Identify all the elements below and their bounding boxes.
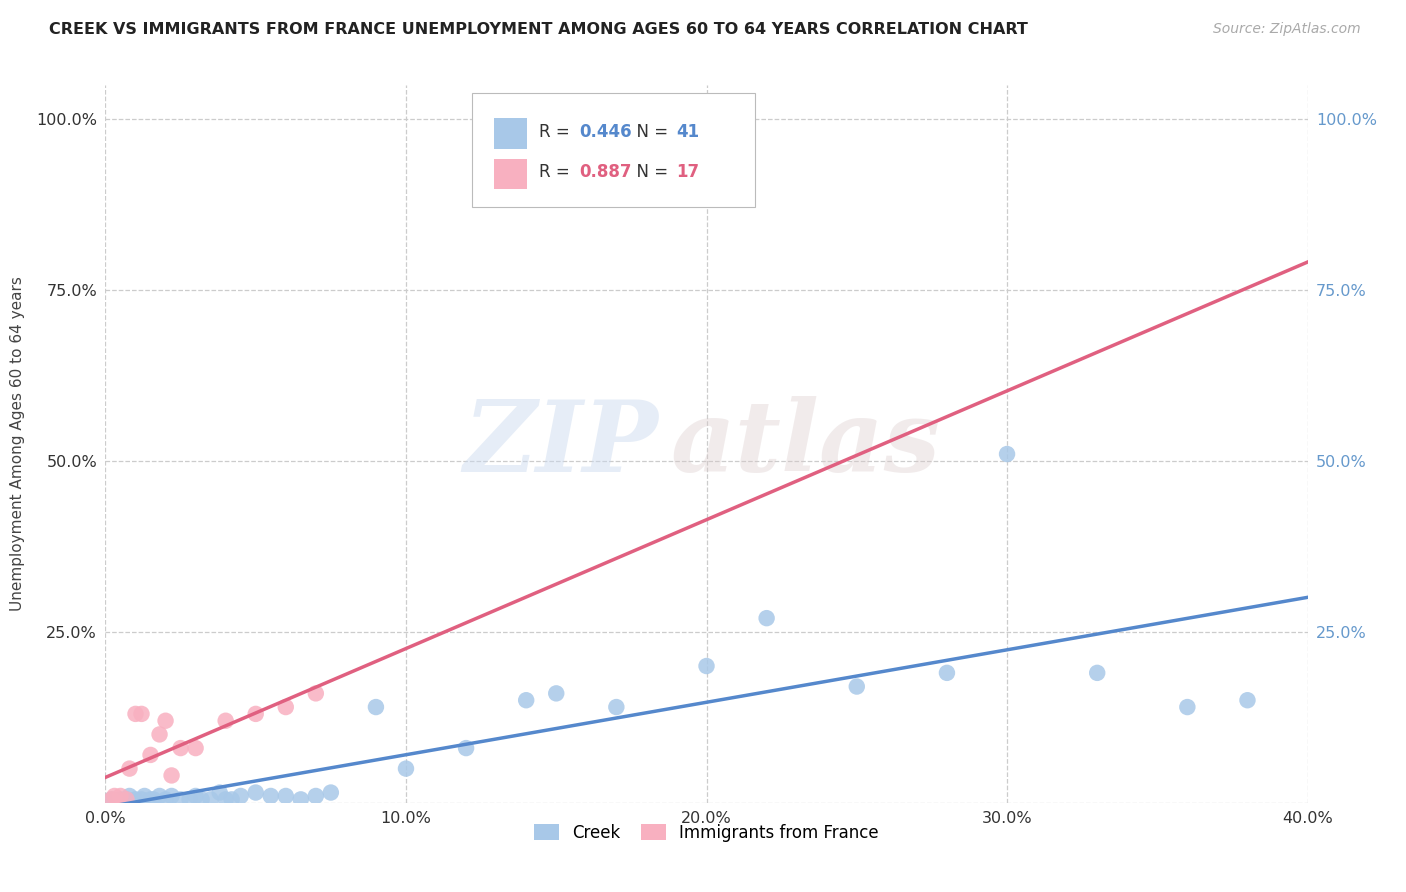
Point xyxy=(169,741,191,756)
Point xyxy=(139,747,162,762)
Point xyxy=(305,789,328,803)
Point xyxy=(118,789,141,803)
Point xyxy=(131,792,153,806)
Point xyxy=(160,789,183,803)
Point xyxy=(274,700,297,714)
Point xyxy=(100,792,122,806)
Text: 17: 17 xyxy=(676,163,700,181)
Point xyxy=(118,762,141,776)
Point xyxy=(169,792,191,806)
Text: atlas: atlas xyxy=(671,395,941,492)
Point xyxy=(110,792,132,806)
Point xyxy=(214,792,236,806)
Point xyxy=(100,792,122,806)
Point xyxy=(115,792,138,806)
Point xyxy=(260,789,283,803)
Text: ZIP: ZIP xyxy=(464,395,658,492)
Point xyxy=(605,700,627,714)
Legend: Creek, Immigrants from France: Creek, Immigrants from France xyxy=(527,817,886,848)
Point xyxy=(274,789,297,803)
Point xyxy=(995,447,1018,461)
Point xyxy=(179,792,201,806)
Point xyxy=(200,792,222,806)
Point xyxy=(936,665,959,680)
Text: N =: N = xyxy=(626,123,673,141)
Point xyxy=(845,680,868,694)
Point xyxy=(208,786,231,800)
Point xyxy=(148,727,170,741)
Point xyxy=(546,686,568,700)
Point xyxy=(305,686,328,700)
Point xyxy=(290,792,312,806)
Point xyxy=(319,786,342,800)
Point xyxy=(148,789,170,803)
FancyBboxPatch shape xyxy=(494,119,527,149)
Point xyxy=(142,792,165,806)
Point xyxy=(696,659,718,673)
Text: CREEK VS IMMIGRANTS FROM FRANCE UNEMPLOYMENT AMONG AGES 60 TO 64 YEARS CORRELATI: CREEK VS IMMIGRANTS FROM FRANCE UNEMPLOY… xyxy=(49,22,1028,37)
Point xyxy=(221,792,243,806)
Point xyxy=(103,789,125,803)
Point xyxy=(755,611,778,625)
Point xyxy=(134,789,156,803)
Point xyxy=(456,741,478,756)
Point xyxy=(1177,700,1199,714)
Y-axis label: Unemployment Among Ages 60 to 64 years: Unemployment Among Ages 60 to 64 years xyxy=(10,277,25,611)
Point xyxy=(124,792,146,806)
Point xyxy=(139,792,162,806)
Point xyxy=(184,789,207,803)
Point xyxy=(160,768,183,782)
Text: 41: 41 xyxy=(676,123,700,141)
Point xyxy=(245,786,267,800)
Point xyxy=(214,714,236,728)
Point xyxy=(515,693,537,707)
Point xyxy=(155,792,177,806)
Point xyxy=(1236,693,1258,707)
Point xyxy=(190,792,212,806)
Text: 0.887: 0.887 xyxy=(579,163,631,181)
Point xyxy=(1085,665,1108,680)
Point xyxy=(364,700,387,714)
Point xyxy=(110,789,132,803)
Text: Source: ZipAtlas.com: Source: ZipAtlas.com xyxy=(1213,22,1361,37)
Point xyxy=(395,762,418,776)
Point xyxy=(245,706,267,721)
Point xyxy=(155,714,177,728)
Point xyxy=(229,789,252,803)
Text: 0.446: 0.446 xyxy=(579,123,631,141)
FancyBboxPatch shape xyxy=(472,94,755,207)
Point xyxy=(115,792,138,806)
Text: R =: R = xyxy=(540,123,575,141)
FancyBboxPatch shape xyxy=(494,159,527,189)
Text: R =: R = xyxy=(540,163,575,181)
Text: N =: N = xyxy=(626,163,673,181)
Point xyxy=(184,741,207,756)
Point xyxy=(131,706,153,721)
Point xyxy=(124,706,146,721)
